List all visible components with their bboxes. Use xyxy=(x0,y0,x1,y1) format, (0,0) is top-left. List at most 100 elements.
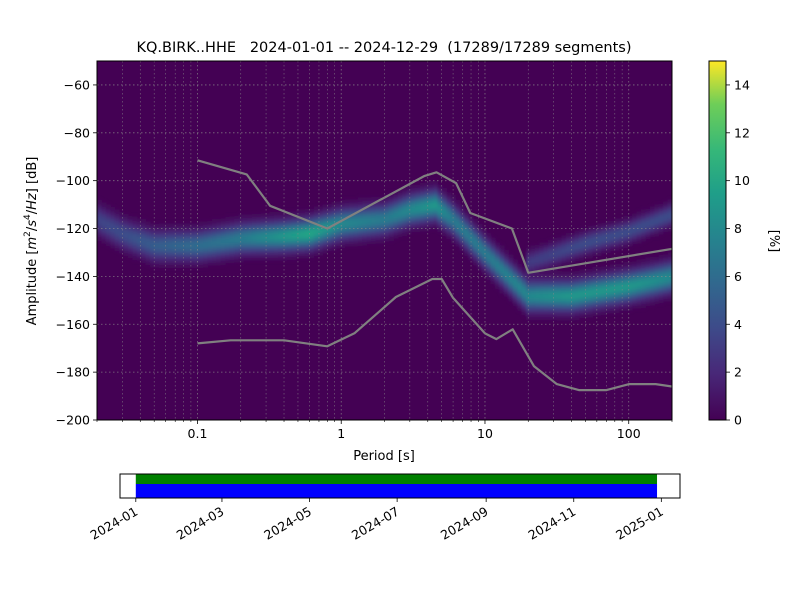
density-cell xyxy=(649,233,655,237)
density-cell xyxy=(189,230,195,234)
density-cell xyxy=(548,317,554,321)
density-cell xyxy=(592,293,598,297)
density-cell xyxy=(353,199,359,203)
density-cell xyxy=(623,278,629,282)
density-cell xyxy=(353,242,359,246)
density-cell xyxy=(614,281,620,285)
density-cell xyxy=(216,257,222,261)
density-cell xyxy=(587,312,593,316)
density-cell xyxy=(97,211,103,215)
density-cell xyxy=(207,233,213,237)
density-cell xyxy=(632,264,638,268)
density-cell xyxy=(313,242,319,246)
density-cell xyxy=(167,252,173,256)
density-cell xyxy=(654,226,660,230)
density-cell xyxy=(397,190,403,194)
density-cell xyxy=(384,226,390,230)
density-cell xyxy=(132,240,138,244)
density-cell xyxy=(132,250,138,254)
density-cell xyxy=(654,288,660,292)
density-cell xyxy=(375,209,381,213)
density-cell xyxy=(442,226,448,230)
density-cell xyxy=(490,254,496,258)
density-cell xyxy=(393,223,399,227)
density-cell xyxy=(605,307,611,311)
density-cell xyxy=(265,247,271,251)
density-cell xyxy=(194,226,200,230)
density-cell xyxy=(167,262,173,266)
density-cell xyxy=(539,245,545,249)
density-cell xyxy=(415,218,421,222)
density-cell xyxy=(296,252,302,256)
density-cell xyxy=(251,226,257,230)
density-cell xyxy=(282,211,288,215)
density-cell xyxy=(357,238,363,242)
density-cell xyxy=(614,269,620,273)
density-cell xyxy=(327,204,333,208)
density-cell xyxy=(424,204,430,208)
density-cell xyxy=(371,206,377,210)
density-cell xyxy=(278,218,284,222)
density-cell xyxy=(419,199,425,203)
density-cell xyxy=(415,214,421,218)
density-cell xyxy=(158,245,164,249)
density-cell xyxy=(570,290,576,294)
density-cell xyxy=(406,195,412,199)
density-cell xyxy=(415,206,421,210)
density-cell xyxy=(557,238,563,242)
density-cell xyxy=(601,312,607,316)
density-cell xyxy=(353,214,359,218)
density-cell xyxy=(464,226,470,230)
density-cell xyxy=(437,204,443,208)
density-cell xyxy=(632,228,638,232)
density-cell xyxy=(614,245,620,249)
density-cell xyxy=(353,221,359,225)
density-cell xyxy=(543,266,549,270)
density-cell xyxy=(632,223,638,227)
density-cell xyxy=(517,281,523,285)
density-cell xyxy=(583,238,589,242)
density-cell xyxy=(654,276,660,280)
density-cell xyxy=(433,190,439,194)
density-cell xyxy=(618,283,624,287)
density-cell xyxy=(623,230,629,234)
density-cell xyxy=(481,230,487,234)
density-cell xyxy=(371,197,377,201)
density-cell xyxy=(97,214,103,218)
density-cell xyxy=(114,223,120,227)
density-cell xyxy=(548,259,554,263)
density-cell xyxy=(618,235,624,239)
density-cell xyxy=(587,276,593,280)
density-cell xyxy=(605,245,611,249)
density-cell xyxy=(287,223,293,227)
density-cell xyxy=(614,305,620,309)
density-cell xyxy=(313,226,319,230)
density-cell xyxy=(442,230,448,234)
density-cell xyxy=(486,264,492,268)
density-cell xyxy=(97,226,103,230)
density-cell xyxy=(645,209,651,213)
density-cell xyxy=(557,262,563,266)
density-cell xyxy=(251,218,257,222)
density-cell xyxy=(495,283,501,287)
density-cell xyxy=(101,235,107,239)
density-cell xyxy=(561,312,567,316)
density-cell xyxy=(304,226,310,230)
density-cell xyxy=(194,250,200,254)
density-cell xyxy=(375,240,381,244)
density-cell xyxy=(282,242,288,246)
density-cell xyxy=(464,245,470,249)
density-cell xyxy=(499,278,505,282)
density-cell xyxy=(605,240,611,244)
density-cell xyxy=(229,223,235,227)
density-cell xyxy=(539,293,545,297)
density-cell xyxy=(632,269,638,273)
density-cell xyxy=(543,259,549,263)
density-cell xyxy=(415,221,421,225)
density-cell xyxy=(278,216,284,220)
y-axis-label-part: 2 xyxy=(23,231,33,237)
density-cell xyxy=(534,307,540,311)
density-cell xyxy=(526,314,532,318)
density-cell xyxy=(428,183,434,187)
density-cell xyxy=(172,240,178,244)
